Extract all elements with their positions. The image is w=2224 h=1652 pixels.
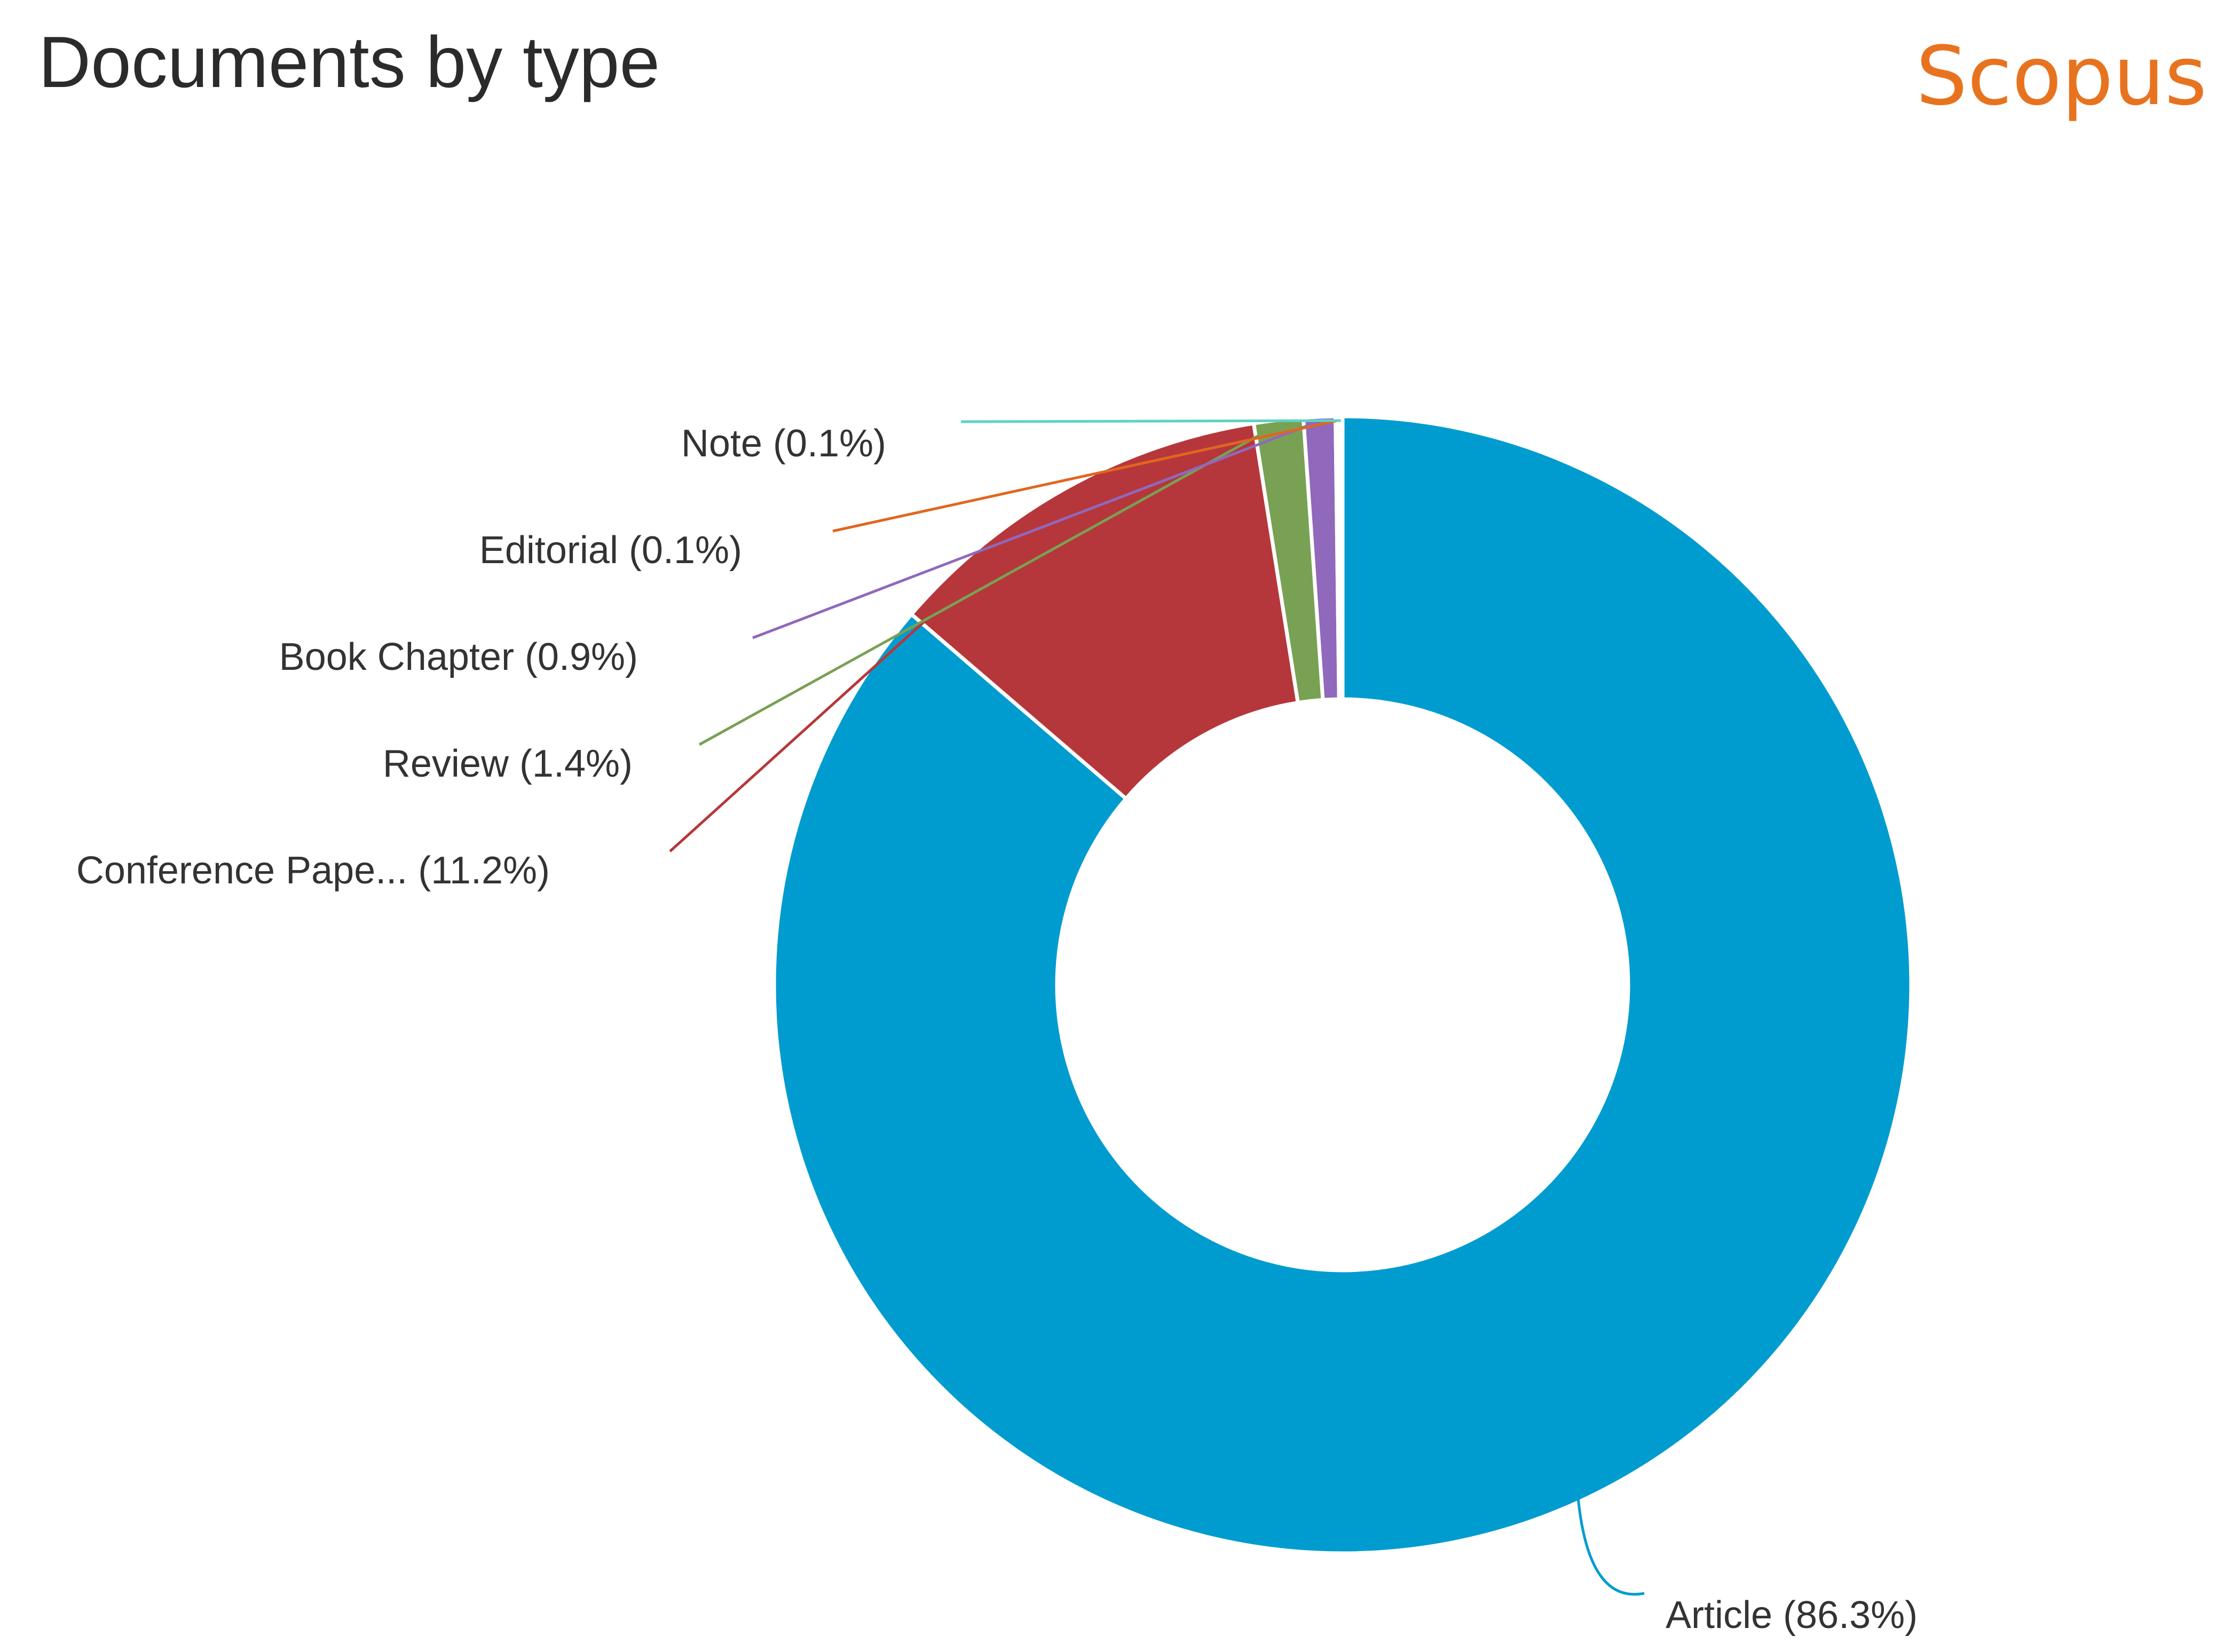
slice-label-book-chapter: Book Chapter (0.9%)	[279, 636, 638, 678]
chart-title: Documents by type	[38, 21, 660, 102]
slice-label-article: Article (86.3%)	[1666, 1594, 1918, 1637]
leader-line-conference-pape	[669, 491, 1069, 852]
slice-label-note: Note (0.1%)	[681, 422, 886, 465]
slice-note[interactable]	[1337, 414, 1345, 701]
scopus-logo: Scopus	[1915, 29, 2207, 123]
slice-labels: Article (86.3%) Conference Pape... (11.2%…	[76, 422, 1918, 1637]
leader-line-review	[698, 423, 1280, 746]
leader-line-editorial	[832, 419, 1338, 533]
slice-conference-pape[interactable]	[909, 421, 1300, 802]
label-leader-lines	[669, 419, 1645, 1596]
slice-label-editorial: Editorial (0.1%)	[479, 529, 742, 572]
leader-line-article	[1576, 1497, 1645, 1596]
slice-article[interactable]	[772, 414, 1913, 1555]
leader-line-note	[960, 419, 1341, 423]
donut-slices	[772, 414, 1913, 1555]
leader-line-book-chapter	[752, 420, 1320, 639]
slice-label-review: Review (1.4%)	[383, 742, 633, 785]
slice-label-conference-pape: Conference Pape... (11.2%)	[76, 849, 550, 892]
